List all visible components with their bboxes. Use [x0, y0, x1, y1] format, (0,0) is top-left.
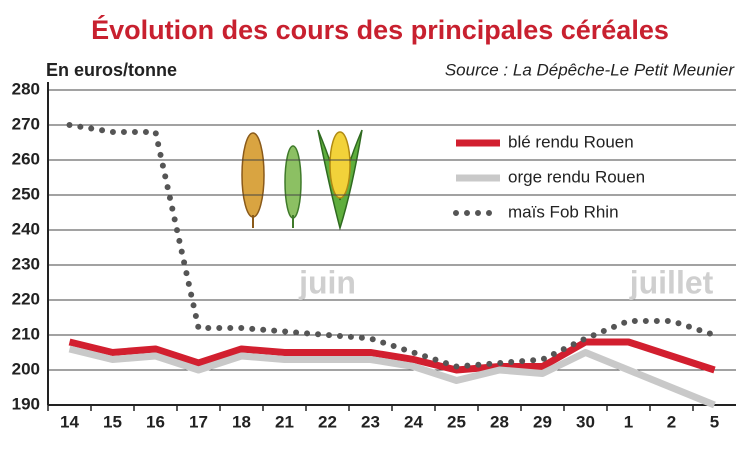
source: Source : La Dépêche-Le Petit Meunier — [445, 60, 736, 79]
y-tick-label: 270 — [12, 114, 40, 133]
x-tick-label: 25 — [447, 412, 466, 431]
series-line — [66, 122, 718, 370]
y-tick-label: 250 — [12, 184, 40, 203]
x-tick-label: 30 — [576, 412, 595, 431]
month-annotation: juin — [298, 264, 356, 300]
y-axis-unit: En euros/tonne — [46, 60, 177, 80]
y-tick-label: 260 — [12, 149, 40, 168]
series-line — [68, 338, 716, 374]
x-tick-label: 5 — [710, 412, 719, 431]
x-tick-label: 17 — [189, 412, 208, 431]
y-tick-label: 280 — [12, 79, 40, 98]
x-tick-label: 23 — [361, 412, 380, 431]
x-tick-label: 28 — [490, 412, 509, 431]
x-tick-label: 1 — [624, 412, 633, 431]
x-tick-label: 21 — [275, 412, 294, 431]
y-tick-label: 190 — [12, 394, 40, 413]
month-annotation: juillet — [629, 264, 714, 300]
x-tick-label: 15 — [103, 412, 122, 431]
x-tick-label: 18 — [232, 412, 251, 431]
x-tick-label: 29 — [533, 412, 552, 431]
legend-label: orge rendu Rouen — [508, 167, 645, 186]
y-tick-label: 220 — [12, 289, 40, 308]
legend-label: maïs Fob Rhin — [508, 202, 619, 221]
y-tick-label: 200 — [12, 359, 40, 378]
x-tick-label: 24 — [404, 412, 423, 431]
x-tick-label: 14 — [60, 412, 79, 431]
y-tick-label: 240 — [12, 219, 40, 238]
series-line — [68, 345, 716, 409]
x-tick-label: 2 — [667, 412, 676, 431]
grain-icons — [241, 129, 363, 231]
x-tick-label: 16 — [146, 412, 165, 431]
x-tick-label: 22 — [318, 412, 337, 431]
chart-title: Évolution des cours des principales céré… — [91, 14, 669, 45]
legend-label: blé rendu Rouen — [508, 132, 634, 151]
y-tick-label: 230 — [12, 254, 40, 273]
y-tick-label: 210 — [12, 324, 40, 343]
